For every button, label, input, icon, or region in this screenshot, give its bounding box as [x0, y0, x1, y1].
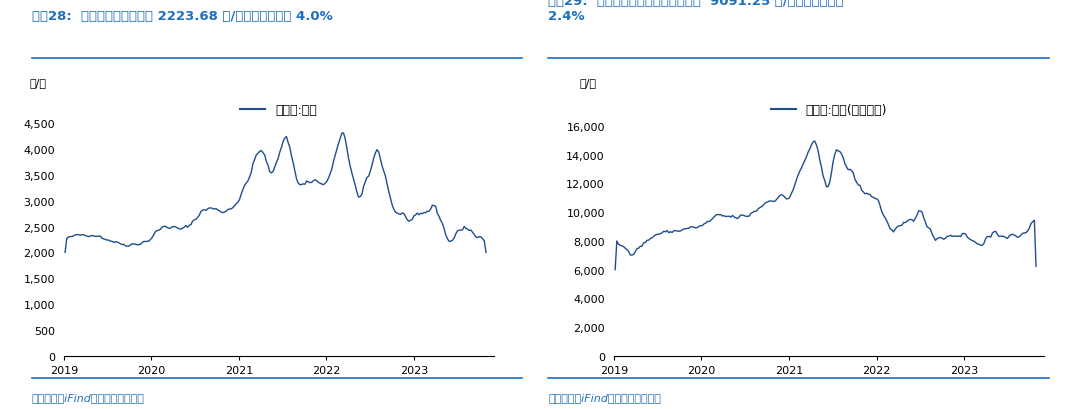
- Text: 图表28:  本周国内菜粕现货价 2223.68 元/吨，较上周下跌 4.0%: 图表28: 本周国内菜粕现货价 2223.68 元/吨，较上周下跌 4.0%: [32, 9, 332, 22]
- Text: 元/吨: 元/吨: [579, 78, 596, 88]
- Text: 元/吨: 元/吨: [30, 78, 47, 88]
- Text: 资料来源：iFind，国盛证券研究所: 资料来源：iFind，国盛证券研究所: [32, 392, 145, 402]
- Legend: 现货价:菜油(进口四级): 现货价:菜油(进口四级): [766, 99, 892, 122]
- Legend: 现货价:菜粕: 现货价:菜粕: [235, 99, 322, 122]
- Text: 图表29:  本周国内进口四级菜油现货价  9091.25 元/吨，较上周下跌
2.4%: 图表29: 本周国内进口四级菜油现货价 9091.25 元/吨，较上周下跌 2.…: [548, 0, 845, 22]
- Text: 资料来源：iFind，国盛证券研究所: 资料来源：iFind，国盛证券研究所: [548, 392, 661, 402]
